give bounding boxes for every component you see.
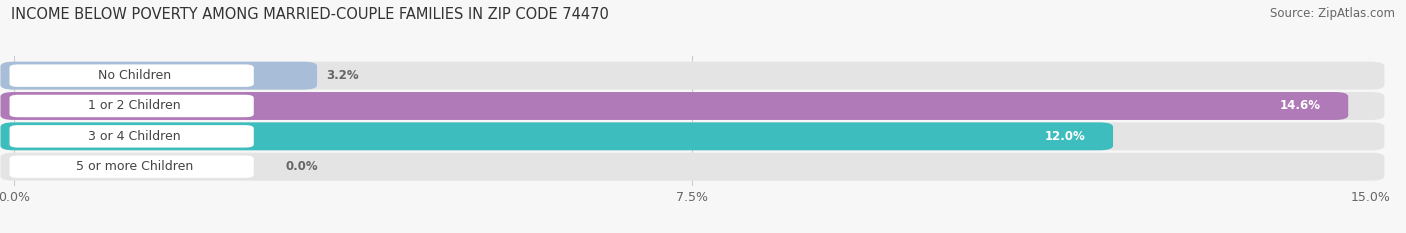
FancyBboxPatch shape xyxy=(10,155,253,178)
FancyBboxPatch shape xyxy=(0,122,1385,150)
Text: 14.6%: 14.6% xyxy=(1279,99,1322,113)
FancyBboxPatch shape xyxy=(0,122,1114,150)
FancyBboxPatch shape xyxy=(10,125,253,147)
FancyBboxPatch shape xyxy=(10,64,253,87)
FancyBboxPatch shape xyxy=(0,62,1385,90)
Text: 3 or 4 Children: 3 or 4 Children xyxy=(89,130,181,143)
FancyBboxPatch shape xyxy=(0,153,1385,181)
Text: 1 or 2 Children: 1 or 2 Children xyxy=(89,99,181,113)
Text: 3.2%: 3.2% xyxy=(326,69,359,82)
Text: 12.0%: 12.0% xyxy=(1045,130,1085,143)
Text: 5 or more Children: 5 or more Children xyxy=(76,160,193,173)
Text: No Children: No Children xyxy=(98,69,172,82)
FancyBboxPatch shape xyxy=(0,92,1385,120)
FancyBboxPatch shape xyxy=(0,62,318,90)
FancyBboxPatch shape xyxy=(10,95,253,117)
Text: Source: ZipAtlas.com: Source: ZipAtlas.com xyxy=(1270,7,1395,20)
FancyBboxPatch shape xyxy=(0,92,1348,120)
Text: 0.0%: 0.0% xyxy=(285,160,318,173)
Text: INCOME BELOW POVERTY AMONG MARRIED-COUPLE FAMILIES IN ZIP CODE 74470: INCOME BELOW POVERTY AMONG MARRIED-COUPL… xyxy=(11,7,609,22)
